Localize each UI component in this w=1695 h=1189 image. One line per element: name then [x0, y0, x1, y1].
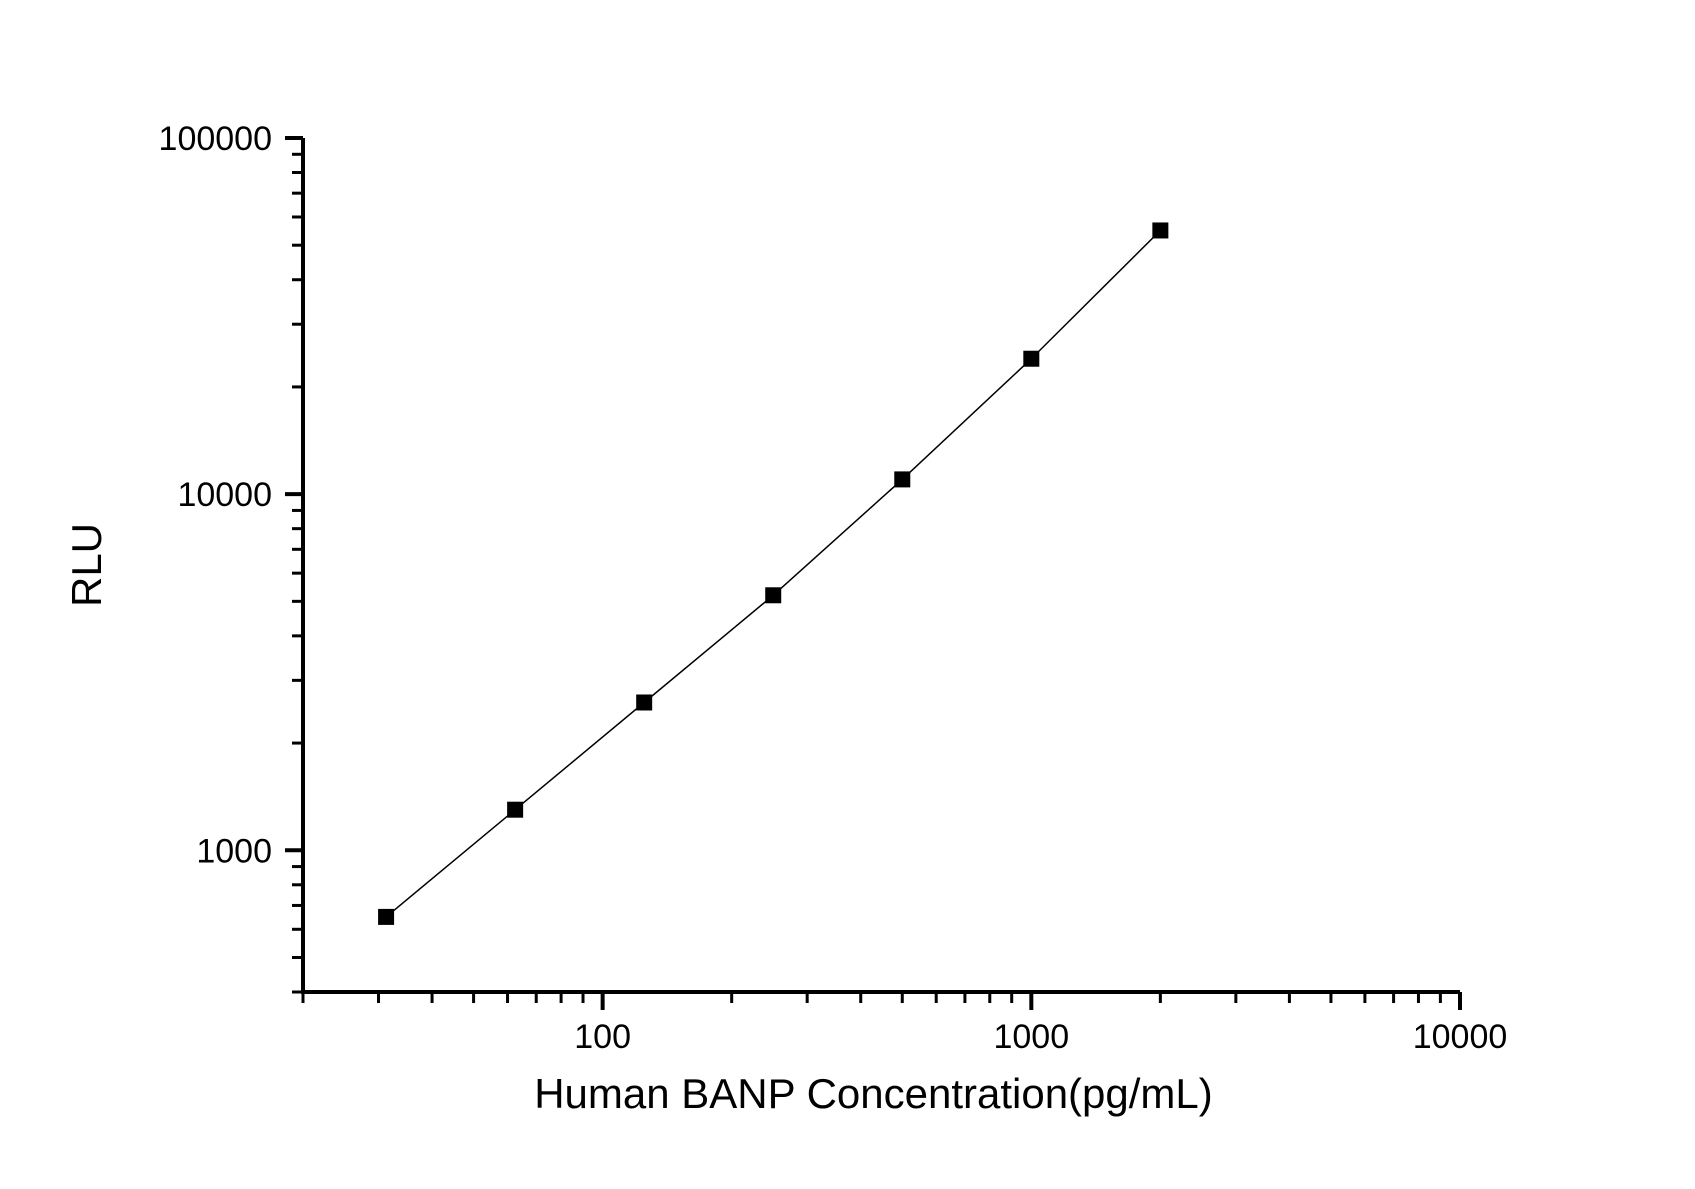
data-point-marker — [894, 471, 911, 488]
data-point-marker — [507, 801, 524, 818]
x-axis-tick-label: 10000 — [1413, 1018, 1508, 1056]
y-axis-tick-label: 10000 — [177, 476, 272, 514]
data-point-marker — [765, 587, 782, 604]
y-axis-title: RLU — [63, 523, 110, 607]
x-axis-tick-label: 1000 — [993, 1018, 1069, 1056]
y-axis-tick-label: 100000 — [159, 120, 272, 158]
y-axis-tick-label: 1000 — [196, 832, 272, 870]
data-point-marker — [636, 694, 653, 711]
x-axis-tick-label: 100 — [574, 1018, 631, 1056]
data-point-marker — [1152, 222, 1169, 239]
x-axis-title: Human BANP Concentration(pg/mL) — [534, 1070, 1213, 1117]
series-line — [385, 229, 1161, 918]
data-point-marker — [1023, 350, 1040, 367]
data-point-marker — [378, 908, 395, 925]
